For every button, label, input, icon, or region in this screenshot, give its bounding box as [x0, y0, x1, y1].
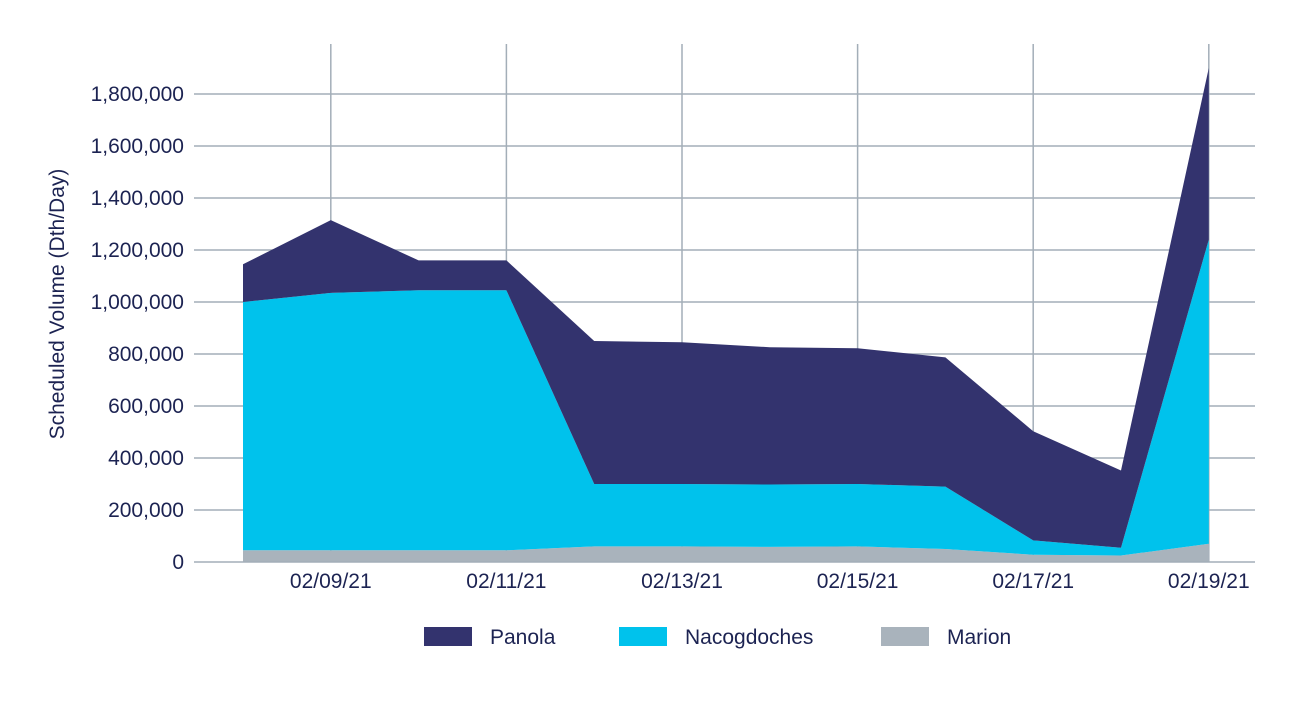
y-tick-label: 1,200,000 [91, 239, 184, 262]
y-tick-label: 1,600,000 [91, 135, 184, 158]
legend-swatch [424, 627, 472, 646]
y-tick-label: 800,000 [108, 343, 184, 366]
area-panola [243, 68, 1209, 548]
area-marion [243, 543, 1209, 562]
legend-item-panola: Panola [424, 626, 556, 649]
legend-item-marion: Marion [881, 626, 1011, 649]
y-tick-label: 1,800,000 [91, 83, 184, 106]
x-tick-label: 02/13/21 [641, 570, 723, 593]
legend-label: Marion [947, 626, 1011, 649]
legend-item-nacogdoches: Nacogdoches [619, 626, 813, 649]
y-tick-label: 0 [172, 551, 184, 574]
x-tick-label: 02/11/21 [466, 570, 546, 593]
legend-label: Nacogdoches [685, 626, 813, 649]
legend: Panola Nacogdoches Marion [424, 626, 1011, 649]
y-tick-label: 1,400,000 [91, 187, 184, 210]
legend-swatch [881, 627, 929, 646]
axes: 0 200,000 400,000 600,000 800,000 1,000,000 1,… [91, 83, 1255, 593]
legend-label: Panola [490, 626, 556, 649]
x-tick-label: 02/19/21 [1168, 570, 1250, 593]
x-tick-label: 02/09/21 [290, 570, 372, 593]
area-nacogdoches [243, 239, 1209, 556]
y-tick-label: 600,000 [108, 395, 184, 418]
y-tick-label: 400,000 [108, 447, 184, 470]
x-tick-label: 02/15/21 [817, 570, 899, 593]
y-tick-label: 1,000,000 [91, 291, 184, 314]
series-areas [243, 68, 1209, 562]
legend-swatch [619, 627, 667, 646]
x-tick-label: 02/17/21 [992, 570, 1074, 593]
y-tick-label: 200,000 [108, 499, 184, 522]
y-axis-label: Scheduled Volume (Dth/Day) [46, 169, 69, 440]
